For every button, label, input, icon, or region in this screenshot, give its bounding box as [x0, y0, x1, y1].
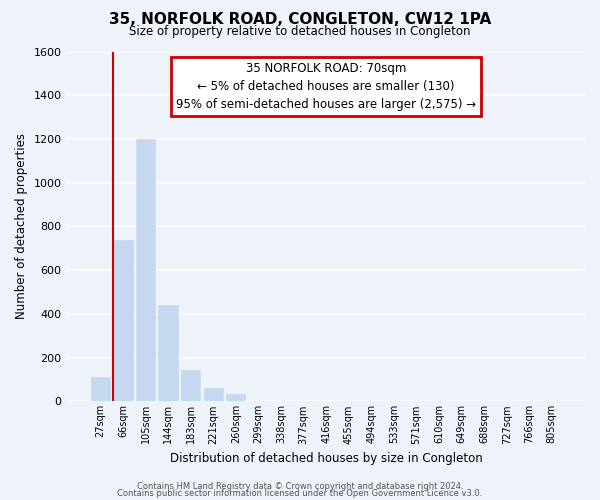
Bar — [203, 388, 223, 402]
Bar — [181, 370, 200, 402]
Bar — [113, 240, 133, 402]
Text: Contains HM Land Registry data © Crown copyright and database right 2024.: Contains HM Land Registry data © Crown c… — [137, 482, 463, 491]
Text: Contains public sector information licensed under the Open Government Licence v3: Contains public sector information licen… — [118, 489, 482, 498]
Bar — [158, 305, 178, 402]
X-axis label: Distribution of detached houses by size in Congleton: Distribution of detached houses by size … — [170, 452, 482, 465]
Text: 35 NORFOLK ROAD: 70sqm
← 5% of detached houses are smaller (130)
95% of semi-det: 35 NORFOLK ROAD: 70sqm ← 5% of detached … — [176, 62, 476, 111]
Text: Size of property relative to detached houses in Congleton: Size of property relative to detached ho… — [129, 25, 471, 38]
Text: 35, NORFOLK ROAD, CONGLETON, CW12 1PA: 35, NORFOLK ROAD, CONGLETON, CW12 1PA — [109, 12, 491, 28]
Bar — [136, 139, 155, 402]
Bar — [226, 394, 245, 402]
Y-axis label: Number of detached properties: Number of detached properties — [15, 134, 28, 320]
Bar — [91, 378, 110, 402]
